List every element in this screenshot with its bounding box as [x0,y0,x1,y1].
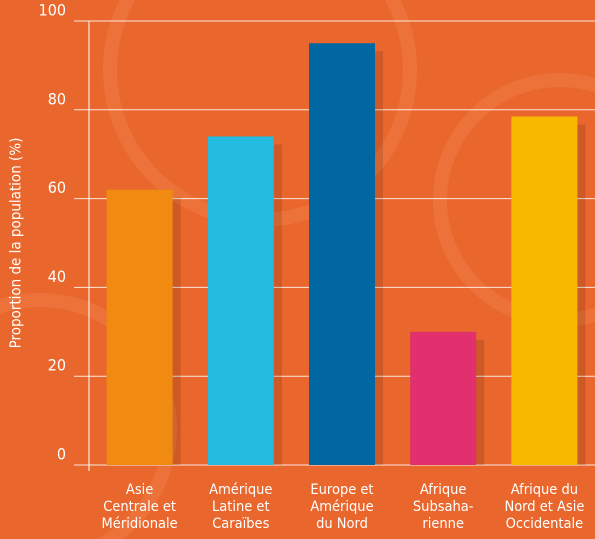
y-tick-label: 100 [39,1,66,20]
bar [410,331,477,465]
y-tick-label: 20 [48,356,66,375]
x-tick-label: Amérique [209,482,272,498]
y-tick-label: 0 [57,445,66,464]
y-tick-label: 80 [48,89,66,108]
x-tick-label: Subsaha- [413,499,474,515]
x-tick-label: Latine et [212,499,270,515]
x-tick-label: Afrique du [511,482,578,498]
x-tick-label: du Nord [316,516,368,532]
y-axis-label: Proportion de la population (%) [7,138,25,349]
bar [309,43,375,465]
x-tick-label: Nord et Asie [504,499,584,515]
x-tick-label: Centrale et [103,499,176,515]
bar [207,136,274,465]
x-tick-label: Méridionale [102,516,178,532]
bar [511,116,578,466]
x-tick-label: Occidentale [506,516,584,532]
y-tick-label: 60 [48,178,66,197]
x-tick-label: rienne [422,516,464,532]
x-tick-label: Europe et [310,482,373,498]
x-tick-label: Afrique [420,482,467,498]
x-tick-label: Amérique [310,499,373,515]
bar [106,189,173,465]
x-tick-label: Caraïbes [212,516,269,532]
x-tick-label: Asie [126,482,153,498]
y-tick-label: 40 [48,267,66,286]
